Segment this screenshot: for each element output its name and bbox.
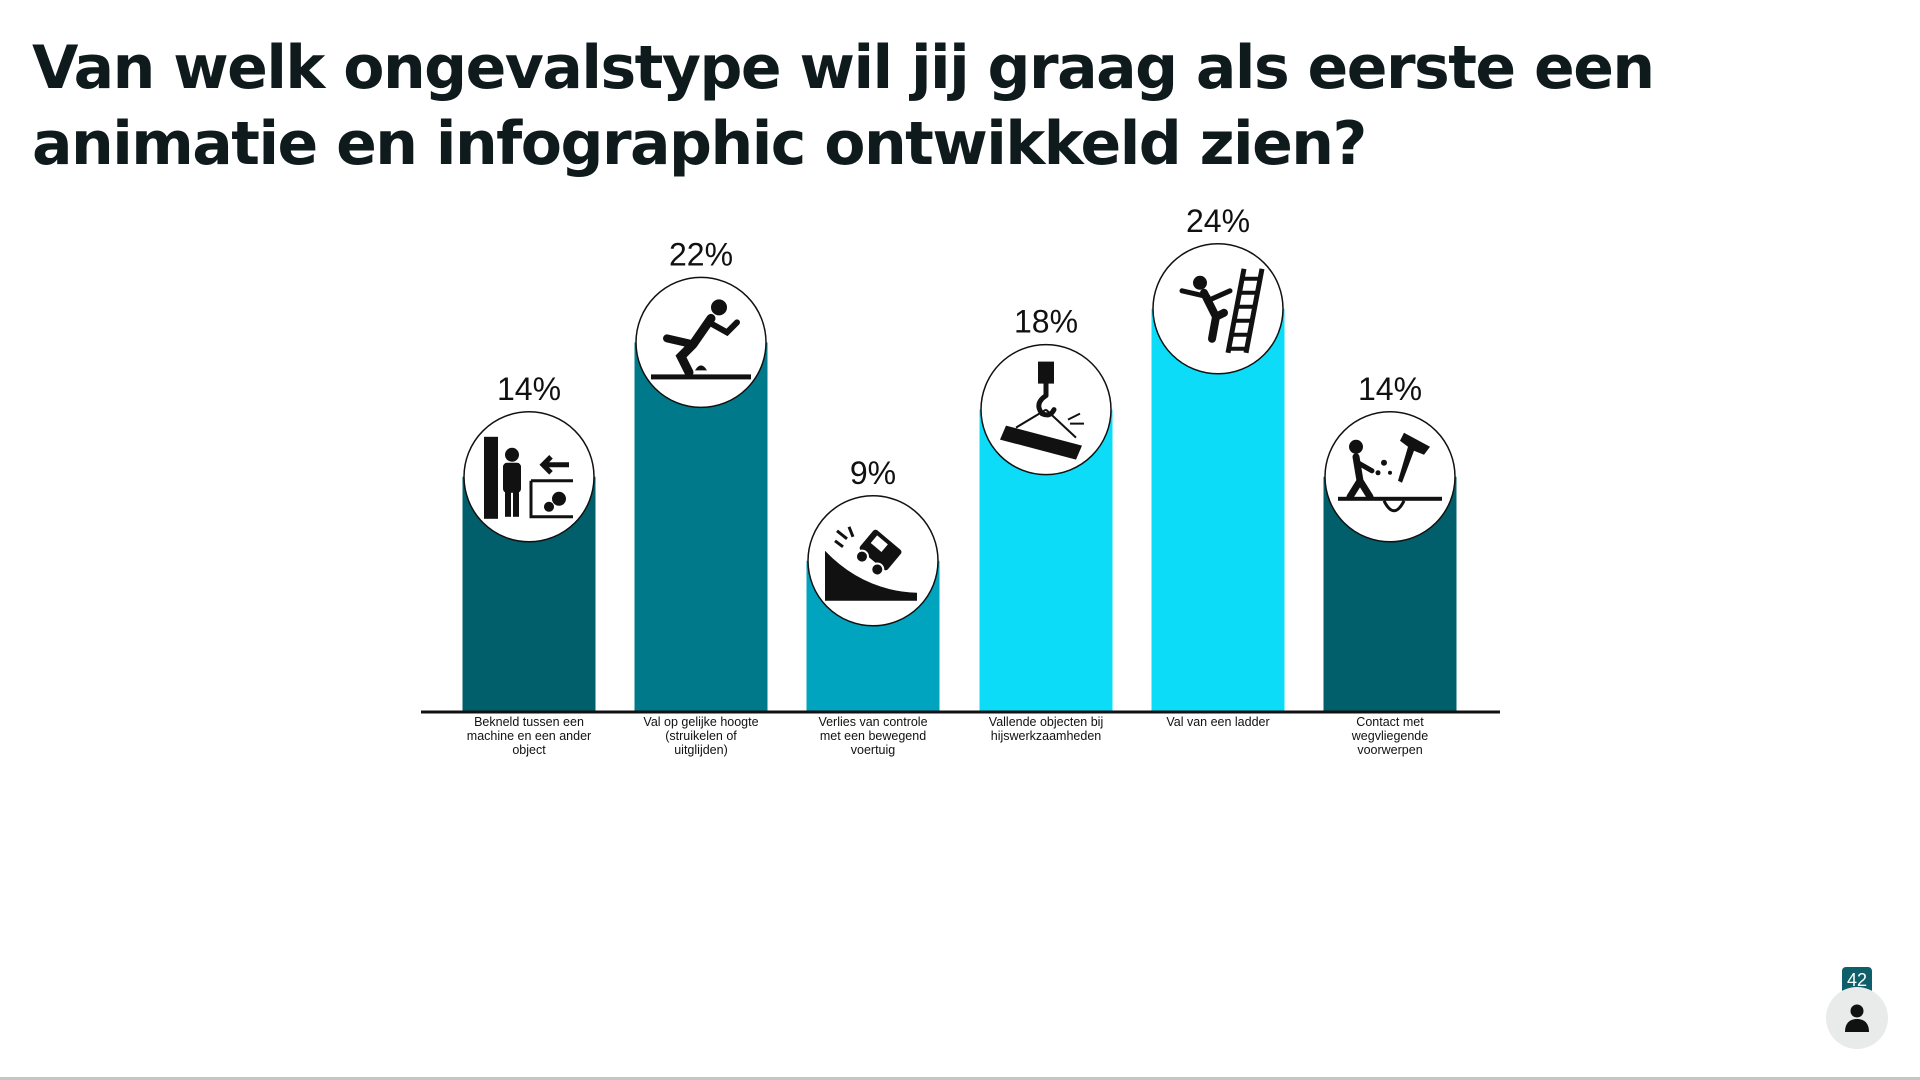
category-label: Verlies van controle met een bewegend voer…	[818, 715, 927, 757]
value-label: 14%	[1358, 371, 1422, 407]
bottom-rule	[0, 1077, 1920, 1080]
value-label: 14%	[497, 371, 561, 407]
category-label: Val op gelijke hoogte (struikelen of uitgl…	[643, 715, 758, 757]
value-label: 24%	[1186, 203, 1250, 239]
category-label: Vallende objecten bij hijswerkzaamheden	[989, 715, 1103, 743]
category-label: Val van een ladder	[1166, 715, 1269, 729]
bar	[1151, 308, 1285, 712]
flying-debris-icon	[1324, 411, 1456, 543]
category-label: Bekneld tussen een machine en een ander ob…	[467, 715, 591, 757]
crane-load-icon	[980, 343, 1112, 476]
viewer-avatar[interactable]	[1826, 987, 1888, 1049]
value-label: 9%	[850, 455, 896, 491]
value-label: 18%	[1014, 304, 1078, 340]
vehicle-rollover-icon	[807, 495, 939, 627]
person-icon	[1845, 1004, 1869, 1032]
value-label: 22%	[669, 236, 733, 272]
caught-in-machine-icon	[463, 411, 595, 543]
ladder-fall-icon	[1152, 243, 1284, 375]
page-title: Van welk ongevalstype wil jij graag als …	[32, 33, 1655, 179]
slip-trip-icon	[635, 276, 767, 409]
category-label: Contact met wegvliegende voorwerpen	[1351, 715, 1428, 757]
